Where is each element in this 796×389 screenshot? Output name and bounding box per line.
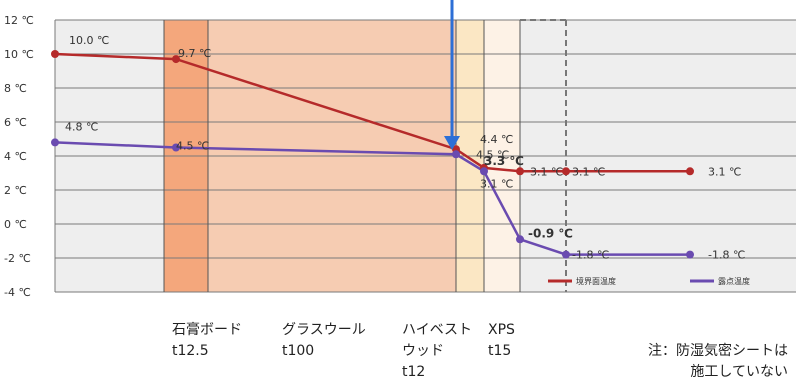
y-tick-label: 4 ℃ — [4, 150, 27, 163]
layer-boundaries — [163, 19, 567, 292]
y-tick-label: 8 ℃ — [4, 82, 27, 95]
data-label: 3.1 ℃ — [480, 177, 513, 190]
layer-thickness: t12.5 — [172, 343, 209, 359]
data-label: 9.7 ℃ — [178, 47, 211, 60]
layer-name-line2: ウッド — [402, 343, 444, 359]
y-tick-label: 2 ℃ — [4, 184, 27, 197]
layer-thickness: t15 — [488, 343, 512, 359]
layer-thickness: t100 — [282, 343, 315, 359]
layer-label-xps: XPS t15 — [488, 320, 515, 362]
data-label: -1.8 ℃ — [572, 249, 609, 262]
note-line2: 施工していない — [690, 364, 788, 380]
temperature-chart: -4 ℃ -2 ℃ 0 ℃ 2 ℃ 4 ℃ 6 ℃ 8 ℃ 10 ℃ 12 ℃ 10.0 ℃ 9.… — [4, 0, 796, 299]
legend: 境界面温度 露点温度 — [548, 276, 750, 286]
series-labels: 10.0 ℃ 9.7 ℃ 4.4 ℃ 3.3 ℃ 3.1 ℃ 3.1 ℃ 3.1 ℃ 4.8 … — [65, 34, 745, 262]
data-point — [562, 250, 570, 259]
data-point — [516, 235, 524, 244]
y-tick-label: 0 ℃ — [4, 218, 27, 231]
data-label: 4.5 ℃ — [476, 148, 509, 161]
data-point — [516, 167, 524, 176]
y-tick-label: 10 ℃ — [4, 48, 34, 61]
layer-name: グラスウール — [282, 322, 366, 338]
y-axis-ticks: -4 ℃ -2 ℃ 0 ℃ 2 ℃ 4 ℃ 6 ℃ 8 ℃ 10 ℃ 12 ℃ — [4, 14, 34, 299]
y-tick-label: 12 ℃ — [4, 14, 34, 27]
data-label: 4.4 ℃ — [480, 133, 513, 146]
data-point — [686, 250, 694, 259]
data-label: 4.5 ℃ — [176, 140, 209, 153]
note: 注：防湿気密シートは 施工していない — [648, 341, 788, 383]
legend-label-boundary: 境界面温度 — [576, 276, 616, 286]
data-point — [452, 150, 460, 159]
layer-thickness: t12 — [402, 364, 426, 380]
data-point — [172, 55, 180, 64]
data-point — [51, 50, 59, 58]
data-point — [686, 167, 694, 176]
layer-name-line1: ハイベスト — [402, 322, 472, 338]
data-label: -0.9 ℃ — [528, 226, 573, 240]
y-tick-label: -4 ℃ — [4, 286, 31, 299]
layer-name: XPS — [488, 322, 515, 338]
data-label: 3.1 ℃ — [708, 165, 741, 178]
note-line1: 注：防湿気密シートは — [648, 343, 788, 359]
series-points — [51, 50, 694, 259]
data-label: 10.0 ℃ — [69, 34, 109, 47]
data-point — [51, 138, 59, 147]
data-label: 4.8 ℃ — [65, 120, 98, 133]
layer-label-hibestwood: ハイベスト ウッド t12 — [402, 320, 472, 383]
layer-label-glasswool: グラスウール t100 — [282, 320, 366, 362]
heat-flow-arrow — [444, 0, 460, 150]
data-point — [562, 167, 570, 176]
data-label: -1.8 ℃ — [708, 249, 745, 262]
data-label: 3.1 ℃ — [572, 165, 605, 178]
grid-lines — [54, 19, 796, 293]
layer-label-gypsum: 石膏ボード t12.5 — [172, 320, 242, 362]
y-tick-label: 6 ℃ — [4, 116, 27, 129]
arrow-head — [444, 136, 460, 150]
data-label: 3.1 ℃ — [530, 165, 563, 178]
data-point — [172, 143, 180, 152]
legend-label-dewpoint: 露点温度 — [718, 276, 750, 286]
data-label: 3.3 ℃ — [484, 154, 524, 168]
layer-name: 石膏ボード — [172, 322, 242, 338]
y-tick-label: -2 ℃ — [4, 252, 31, 265]
data-point — [480, 167, 488, 176]
